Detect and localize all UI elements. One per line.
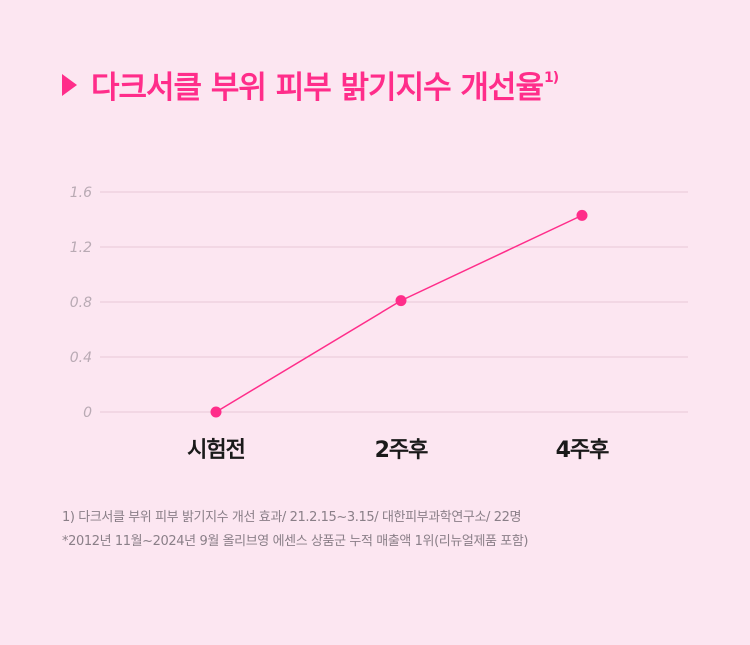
footnote-1: 1) 다크서클 부위 피부 밝기지수 개선 효과/ 21.2.15~3.15/ …	[62, 510, 522, 525]
y-tick-label: 0.8	[70, 295, 92, 311]
y-tick-label: 1.2	[70, 240, 92, 256]
y-tick-label: 0	[83, 405, 92, 421]
data-point	[395, 295, 407, 307]
chart-title: 다크서클 부위 피부 밝기지수 개선율1)	[91, 62, 559, 107]
x-category-label: 시험전	[187, 437, 245, 463]
data-point	[576, 209, 588, 221]
play-triangle-icon	[62, 73, 77, 96]
chart-title-footnote-mark: 1)	[543, 70, 559, 86]
data-point	[210, 406, 222, 418]
y-tick-label: 1.6	[70, 185, 92, 201]
footnote-2: *2012년 11월~2024년 9월 올리브영 에센스 상품군 누적 매출액 …	[62, 534, 529, 549]
title-row: 다크서클 부위 피부 밝기지수 개선율1)	[62, 62, 559, 107]
series-line	[215, 214, 583, 413]
chart-title-text: 다크서클 부위 피부 밝기지수 개선율	[91, 70, 544, 106]
x-category-label: 4주후	[556, 438, 610, 463]
line-chart: 0 0.4 0.8 1.2 1.6 시험전 2주후 4주후	[70, 185, 688, 463]
x-category-label: 2주후	[375, 438, 429, 463]
y-tick-label: 0.4	[70, 350, 92, 366]
footnotes: 1) 다크서클 부위 피부 밝기지수 개선 효과/ 21.2.15~3.15/ …	[62, 506, 529, 554]
